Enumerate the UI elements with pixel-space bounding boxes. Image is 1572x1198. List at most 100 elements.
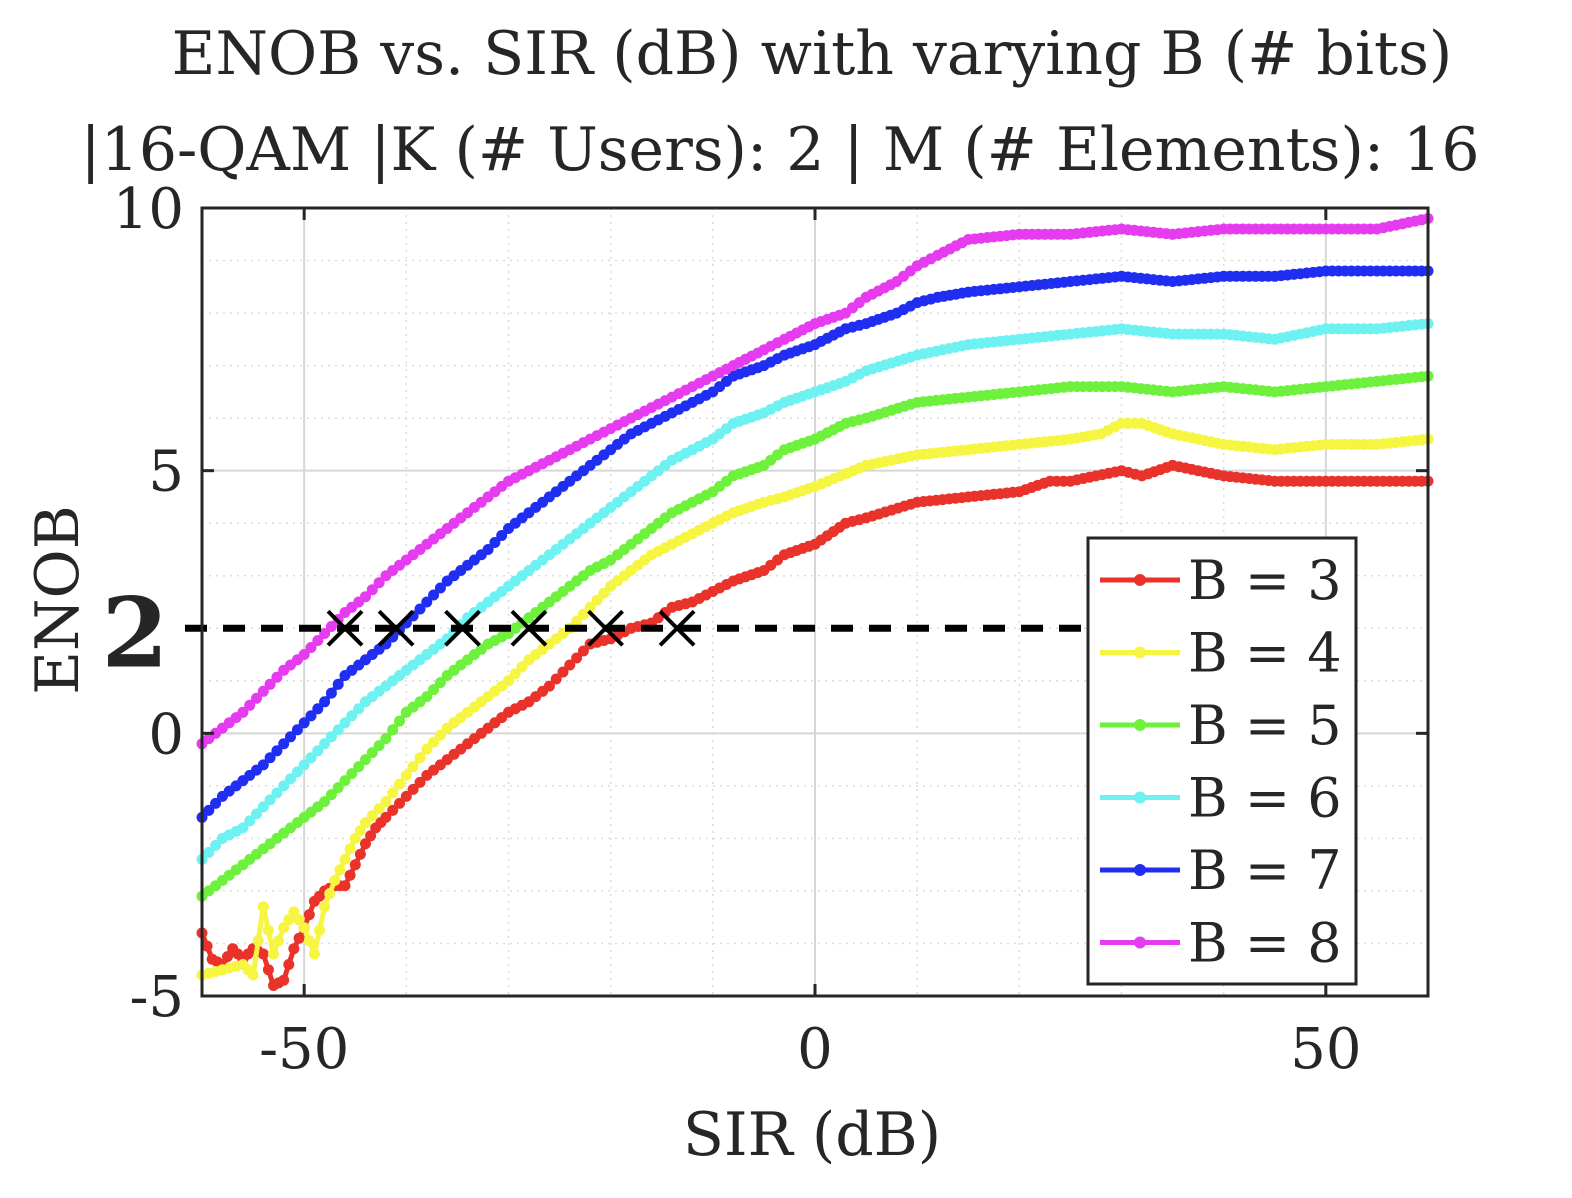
data-point bbox=[271, 745, 283, 757]
data-point bbox=[380, 796, 392, 808]
data-point bbox=[428, 589, 440, 601]
data-point bbox=[312, 745, 324, 757]
legend-item-b4: B = 4 bbox=[1100, 622, 1342, 685]
chart-subtitle: |16-QAM |K (# Users): 2 | M (# Elements)… bbox=[80, 115, 1479, 185]
data-point bbox=[334, 864, 346, 876]
data-point bbox=[365, 830, 377, 842]
data-point bbox=[354, 848, 366, 860]
data-point bbox=[201, 940, 213, 952]
data-point bbox=[285, 773, 296, 785]
y-axis-label: ENOB bbox=[23, 505, 93, 695]
data-point bbox=[509, 668, 521, 680]
series-markers-b7 bbox=[196, 265, 1434, 823]
data-point bbox=[339, 775, 351, 787]
legend-label: B = 7 bbox=[1188, 839, 1342, 902]
data-point bbox=[496, 530, 508, 541]
series-markers-b3 bbox=[196, 459, 1434, 991]
data-point bbox=[257, 901, 269, 913]
x-axis-label: SIR (dB) bbox=[683, 1100, 941, 1170]
data-point bbox=[319, 901, 331, 913]
data-point bbox=[434, 582, 446, 594]
data-point bbox=[598, 587, 610, 599]
data-point bbox=[298, 717, 310, 729]
chart-title: ENOB vs. SIR (dB) with varying B (# bits… bbox=[172, 19, 1453, 89]
legend-item-b6: B = 6 bbox=[1100, 767, 1342, 830]
crossing-marker bbox=[658, 609, 696, 647]
data-point bbox=[278, 922, 290, 934]
data-point bbox=[298, 759, 310, 771]
data-point bbox=[257, 759, 269, 771]
data-point bbox=[366, 747, 378, 759]
data-point bbox=[325, 687, 337, 699]
data-point bbox=[305, 642, 317, 653]
data-point bbox=[349, 832, 361, 844]
data-point bbox=[264, 794, 276, 806]
data-point bbox=[325, 731, 337, 743]
data-point bbox=[577, 645, 589, 657]
data-point bbox=[339, 853, 351, 865]
data-point bbox=[550, 673, 562, 685]
crossing-marker bbox=[326, 609, 364, 647]
data-point bbox=[394, 778, 405, 790]
data-point bbox=[278, 974, 290, 986]
legend-label: B = 3 bbox=[1188, 549, 1342, 612]
data-point bbox=[353, 761, 365, 773]
legend-label: B = 6 bbox=[1188, 767, 1342, 830]
legend: B = 3 B = 4 B = 5 B = 6 B = 7 B = 8 bbox=[1086, 536, 1358, 986]
data-point bbox=[414, 603, 426, 615]
data-point bbox=[360, 838, 371, 850]
data-point bbox=[244, 699, 256, 711]
legend-marker bbox=[1134, 719, 1146, 731]
data-point bbox=[400, 769, 412, 781]
data-point bbox=[210, 839, 222, 851]
data-point bbox=[314, 924, 325, 936]
data-point bbox=[564, 659, 576, 671]
data-point bbox=[288, 943, 300, 955]
data-point bbox=[421, 691, 433, 703]
data-point bbox=[360, 591, 371, 603]
data-point bbox=[380, 811, 392, 823]
data-point bbox=[360, 754, 371, 766]
data-point bbox=[346, 710, 358, 722]
legend-marker bbox=[1134, 936, 1146, 949]
y-tick-label: 5 bbox=[148, 440, 184, 505]
data-point bbox=[222, 951, 233, 963]
data-point bbox=[373, 577, 385, 589]
data-point bbox=[489, 537, 501, 548]
data-point bbox=[278, 780, 290, 792]
data-point bbox=[591, 594, 603, 606]
legend-label: B = 5 bbox=[1188, 694, 1342, 757]
data-point bbox=[252, 935, 264, 947]
data-point bbox=[387, 787, 399, 799]
data-point bbox=[332, 678, 344, 690]
data-point bbox=[319, 628, 331, 639]
x-tick-label: 50 bbox=[1290, 1017, 1361, 1082]
data-point bbox=[571, 652, 583, 664]
crossing-marker bbox=[587, 609, 624, 647]
crossing-stroke bbox=[326, 609, 364, 647]
data-point bbox=[394, 797, 405, 809]
data-point bbox=[339, 717, 351, 729]
data-point bbox=[414, 776, 426, 788]
data-point bbox=[353, 703, 365, 715]
legend-marker bbox=[1134, 574, 1146, 586]
threshold-layer: 2 bbox=[102, 576, 1090, 689]
data-point bbox=[577, 608, 589, 620]
data-point bbox=[325, 621, 337, 632]
crossing-marker bbox=[444, 609, 481, 647]
data-point bbox=[543, 680, 555, 692]
data-point bbox=[332, 782, 344, 794]
data-point bbox=[407, 783, 419, 795]
data-point bbox=[247, 969, 259, 981]
data-point bbox=[354, 825, 366, 836]
legend-item-b7: B = 7 bbox=[1100, 839, 1342, 902]
data-point bbox=[291, 766, 303, 778]
data-point bbox=[303, 935, 315, 947]
legend-label: B = 4 bbox=[1188, 622, 1342, 685]
data-point bbox=[273, 935, 285, 947]
data-point bbox=[319, 696, 331, 708]
legend-marker bbox=[1134, 646, 1146, 659]
threshold-label: 2 bbox=[102, 576, 169, 689]
data-point bbox=[373, 803, 385, 815]
